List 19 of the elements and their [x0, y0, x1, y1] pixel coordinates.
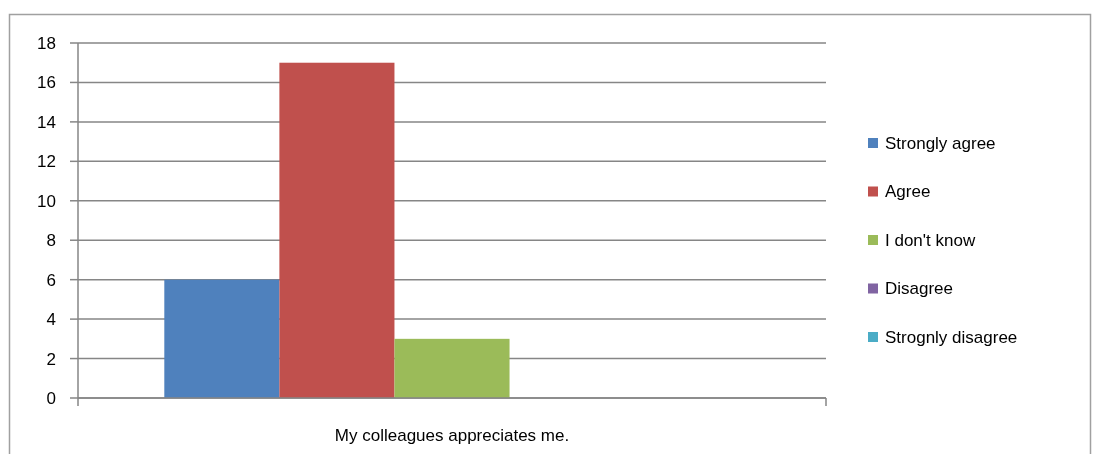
x-tick-label: My colleagues appreciates me.	[334, 426, 570, 445]
y-tick-label: 8	[46, 231, 56, 251]
y-tick-label: 4	[46, 310, 56, 330]
y-tick-label: 18	[37, 33, 56, 53]
bar	[394, 338, 510, 398]
y-tick-label: 2	[46, 349, 56, 369]
y-tick-label: 0	[46, 388, 56, 408]
y-tick-label: 10	[37, 191, 56, 211]
bar	[279, 62, 395, 398]
legend-label: Strongly agree	[885, 133, 996, 153]
y-tick-label: 6	[46, 270, 56, 290]
legend-label: Strognly disagree	[885, 327, 1018, 347]
y-tick-label: 14	[37, 112, 56, 132]
legend-label: Agree	[885, 182, 931, 202]
y-tick-label: 12	[37, 152, 56, 172]
bar	[164, 279, 280, 398]
legend-label: Disagree	[885, 279, 954, 299]
y-tick-label: 16	[37, 73, 56, 93]
legend-label: I don't know	[885, 230, 976, 250]
